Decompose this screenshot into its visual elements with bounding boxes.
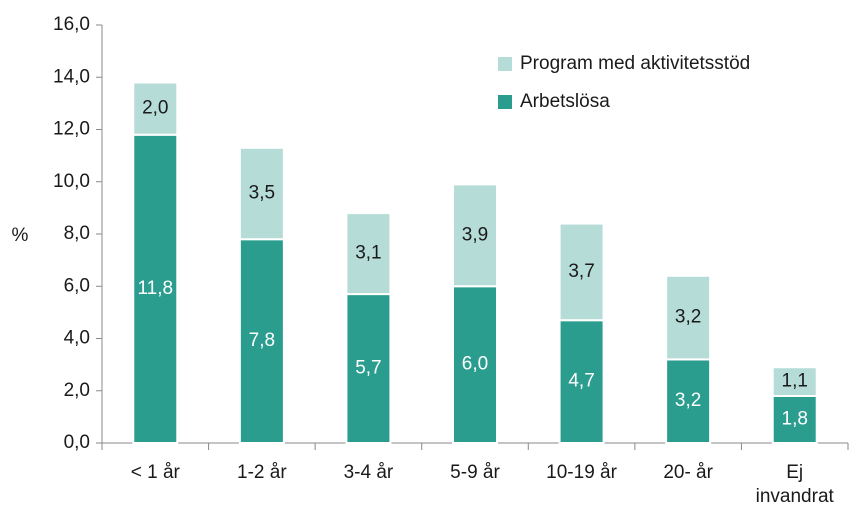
bar-segment [665, 358, 712, 444]
x-tick-label: < 1 år [131, 462, 181, 483]
bar-segment [558, 222, 605, 322]
y-tick-label: 0,0 [64, 432, 90, 453]
y-tick-label: 12,0 [53, 119, 90, 140]
y-tick-label: 8,0 [64, 223, 90, 244]
value-label: 3,1 [355, 243, 381, 264]
x-tick-label: 3-4 år [344, 462, 394, 483]
value-label: 5,7 [355, 358, 381, 379]
x-tick-label: 1-2 år [237, 462, 287, 483]
value-label: 7,8 [249, 330, 275, 351]
y-tick-label: 2,0 [64, 380, 90, 401]
legend-label: Arbetslösa [520, 91, 610, 112]
y-axis-label: % [12, 225, 29, 246]
bar-segment [132, 81, 179, 136]
y-tick-label: 6,0 [64, 275, 90, 296]
bar-segment [345, 212, 392, 296]
y-tick-label: 4,0 [64, 328, 90, 349]
value-label: 3,2 [675, 390, 701, 411]
value-label: 3,9 [462, 224, 488, 245]
value-label: 3,7 [568, 261, 594, 282]
legend-swatch [498, 95, 512, 109]
bar-segment [665, 274, 712, 361]
value-label: 2,0 [142, 98, 168, 119]
value-label: 11,8 [137, 278, 173, 299]
legend-swatch [498, 57, 512, 71]
value-label: 1,8 [782, 409, 808, 430]
value-label: 3,5 [249, 183, 275, 204]
bar-segment [238, 146, 285, 241]
bar-segment [771, 394, 818, 445]
value-label: 4,7 [568, 371, 594, 392]
y-tick-label: 10,0 [53, 171, 90, 192]
x-tick-label: 10-19 år [546, 462, 617, 483]
bar-segment [771, 366, 818, 397]
value-label: 6,0 [462, 354, 488, 375]
bar-segment [452, 183, 498, 288]
y-tick-label: 16,0 [53, 14, 90, 35]
value-label: 3,2 [675, 307, 701, 328]
x-tick-label: 20- år [663, 462, 713, 483]
y-tick-label: 14,0 [53, 66, 90, 87]
legend-label: Program med aktivitetsstöd [520, 53, 750, 74]
x-tick-label: 5-9 år [450, 462, 500, 483]
bar-segment [345, 293, 392, 444]
bar-segment [238, 238, 285, 444]
bar-segment [452, 285, 498, 444]
x-tick-label: Ej invandrat [756, 462, 835, 507]
value-label: 1,1 [782, 371, 808, 392]
